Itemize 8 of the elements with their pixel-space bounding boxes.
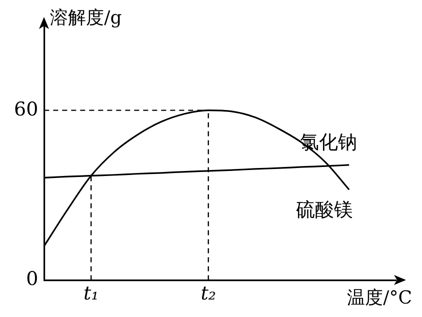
series-label: 硫酸镁: [296, 199, 354, 222]
y-tick-label: 0: [26, 268, 38, 290]
y-axis-title: 溶解度/g: [50, 8, 122, 29]
x-axis-title: 温度/°C: [347, 288, 412, 309]
x-tick-label: t₂: [200, 282, 216, 305]
x-tick-label: t₁: [83, 282, 99, 305]
series-label: 氯化钠: [300, 131, 358, 154]
y-tick-label: 60: [14, 98, 38, 120]
